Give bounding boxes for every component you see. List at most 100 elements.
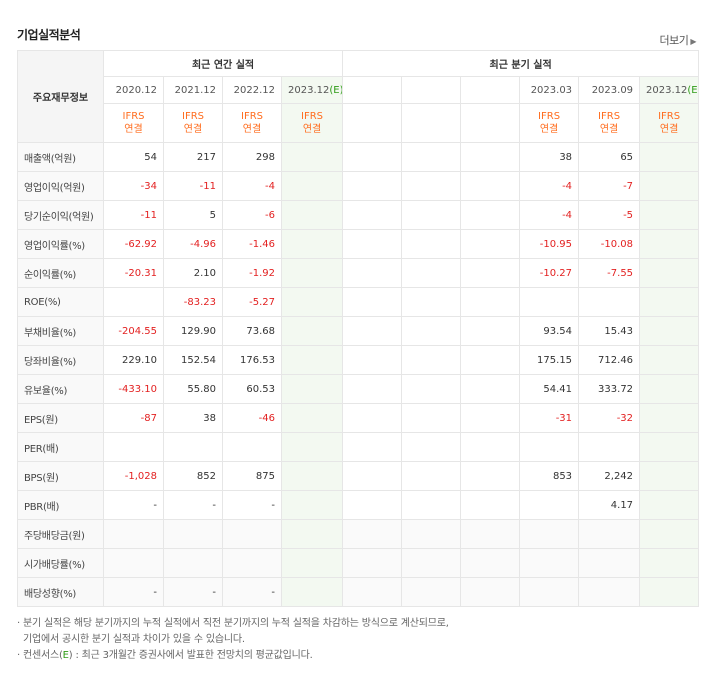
value-cell: 175.15 [519,345,580,375]
estimate-marker: (E) [687,84,698,96]
note-2-e: E [62,650,69,661]
value-cell: -10.27 [519,258,580,288]
annual-group-header: 최근 연간 실적 [102,50,344,77]
more-link[interactable]: 더보기 ▶ [659,32,696,48]
value-cell [280,287,344,317]
value-cell: 217 [163,142,223,172]
cell-empty [342,548,403,578]
row-label: EPS(원) [17,403,104,433]
row-label: 영업이익률(%) [17,229,104,259]
value-cell [222,432,282,462]
value-cell [639,432,700,462]
cell-empty [460,374,521,404]
note-1: · 분기 실적은 해당 분기까지의 누적 실적에서 직전 분기까지의 누적 실적… [17,618,449,629]
footnotes: · 분기 실적은 해당 분기까지의 누적 실적에서 직전 분기까지의 누적 실적… [17,616,449,664]
table-row: 순이익률(%) -20.31 2.10 -1.92 -10.27 -7.55 [17,258,700,288]
cell-empty [342,461,403,491]
value-cell: -4 [222,171,282,201]
value-cell [222,548,282,578]
ifrs-header-empty [460,103,521,143]
value-cell [280,519,344,549]
cell-empty [342,200,403,230]
row-label: 부채비율(%) [17,316,104,346]
value-cell [280,142,344,172]
value-cell [578,577,641,607]
note-1b: 기업에서 공시한 분기 실적과 차이가 있을 수 있습니다. [17,632,449,648]
cell-empty [401,403,462,433]
value-cell [519,577,580,607]
value-cell [639,200,700,230]
note-2: · 컨센서스(E) : 최근 3개월간 증권사에서 발표한 전망치의 평균값입니… [17,650,313,661]
value-cell [280,316,344,346]
value-cell: 60.53 [222,374,282,404]
table-row: 부채비율(%) -204.55 129.90 73.68 93.54 15.43 [17,316,700,346]
note-2-prefix: 컨센서스( [22,650,63,661]
value-cell: -83.23 [163,287,223,317]
table-row: 유보율(%) -433.10 55.80 60.53 54.41 333.72 [17,374,700,404]
estimate-marker: (E) [329,84,343,96]
value-cell [578,432,641,462]
value-cell [639,171,700,201]
value-cell: -31 [519,403,580,433]
period-header-empty [401,76,462,104]
ifrs-header: IFRS 연결 [519,103,580,143]
cell-empty [401,258,462,288]
value-cell [519,490,580,520]
cell-empty [401,142,462,172]
value-cell [519,287,580,317]
ifrs-header: IFRS 연결 [103,103,164,143]
cell-empty [342,287,403,317]
value-cell [578,287,641,317]
row-label: ROE(%) [17,287,104,317]
value-cell: -1.92 [222,258,282,288]
value-cell [639,229,700,259]
chevron-right-icon: ▶ [690,37,696,46]
cell-empty [460,403,521,433]
note-1-text: 분기 실적은 해당 분기까지의 누적 실적에서 직전 분기까지의 누적 실적을 … [22,618,449,629]
row-label: PBR(배) [17,490,104,520]
value-cell [639,403,700,433]
value-cell [639,577,700,607]
section-title: 기업실적분석 [17,28,81,42]
value-cell: - [222,577,282,607]
value-cell: -4 [519,171,580,201]
value-cell: -6 [222,200,282,230]
value-cell: 298 [222,142,282,172]
row-label: 매출액(억원) [17,142,104,172]
value-cell [103,287,164,317]
value-cell: -433.10 [103,374,164,404]
cell-empty [460,432,521,462]
cell-empty [460,461,521,491]
cell-empty [460,142,521,172]
value-cell [280,577,344,607]
value-cell: 852 [163,461,223,491]
cell-empty [401,548,462,578]
cell-empty [460,345,521,375]
value-cell [639,490,700,520]
cell-empty [342,374,403,404]
value-cell: -1.46 [222,229,282,259]
value-cell: - [103,490,164,520]
row-label: 당좌비율(%) [17,345,104,375]
value-cell [578,548,641,578]
value-cell: 4.17 [578,490,641,520]
period-header: 2023.03 [519,76,580,104]
table-row: PER(배) [17,432,700,462]
value-cell [103,432,164,462]
cell-empty [401,200,462,230]
value-cell [103,548,164,578]
value-cell: -11 [103,200,164,230]
cell-empty [401,519,462,549]
value-cell [280,229,344,259]
value-cell: 38 [519,142,580,172]
value-cell: 15.43 [578,316,641,346]
cell-empty [342,229,403,259]
value-cell [639,287,700,317]
value-cell: -7 [578,171,641,201]
cell-empty [342,142,403,172]
value-cell: 2.10 [163,258,223,288]
value-cell: 176.53 [222,345,282,375]
row-label: 당기순이익(억원) [17,200,104,230]
value-cell [163,432,223,462]
period-header: 2022.12 [222,76,282,104]
